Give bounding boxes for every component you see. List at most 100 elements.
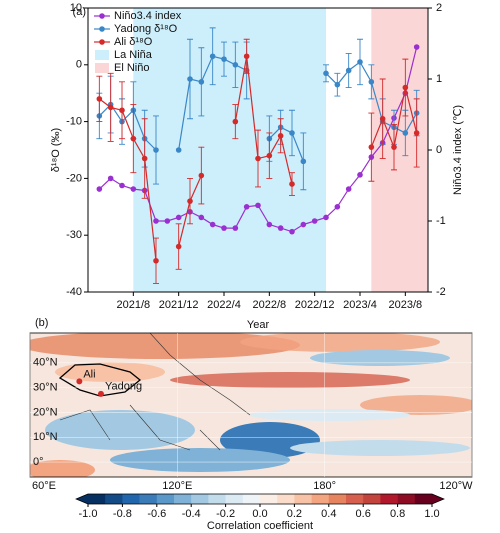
x-tick-label: 120°W: [439, 480, 473, 492]
colorbar-cell: [156, 494, 175, 504]
data-point: [187, 198, 193, 204]
series-line: [268, 126, 304, 162]
data-point: [153, 257, 159, 264]
data-point: [255, 202, 261, 209]
legend-marker: [99, 39, 105, 45]
colorbar-tick-label: -0.4: [182, 508, 201, 520]
data-point: [96, 96, 103, 102]
data-point: [141, 155, 148, 162]
data-point: [175, 243, 182, 250]
data-point: [198, 172, 205, 179]
data-point: [357, 172, 363, 178]
colorbar-cell: [88, 494, 106, 504]
legend-label: Ali δ¹⁸O: [114, 36, 153, 48]
colorbar-cell: [139, 494, 158, 504]
colorbar-cell: [294, 494, 312, 504]
data-point: [323, 70, 329, 77]
data-point: [175, 214, 182, 221]
colorbar-end: [76, 494, 88, 504]
legend-label: Yadong δ¹⁸O: [114, 23, 178, 35]
data-point: [357, 59, 363, 65]
y-tick-label: 20°N: [33, 406, 58, 418]
data-point: [209, 221, 216, 228]
data-point: [187, 76, 193, 82]
station-point: [76, 378, 83, 385]
data-point: [243, 53, 250, 60]
data-point: [345, 186, 352, 192]
data-point: [413, 130, 420, 136]
x-tick-label: 2022/12: [295, 299, 335, 311]
y2-tick-label: 2: [436, 2, 442, 14]
x-tick-label: 2022/4: [207, 299, 241, 311]
station-point: [97, 390, 104, 397]
colorbar-cell: [346, 494, 364, 504]
legend-swatch: [95, 50, 109, 60]
y-tick-label: -40: [66, 286, 82, 298]
data-point: [107, 175, 114, 182]
data-point: [300, 221, 307, 228]
data-point: [232, 118, 239, 125]
colorbar-tick-label: -0.6: [147, 508, 166, 520]
data-point: [153, 218, 159, 224]
data-point: [232, 62, 239, 68]
colorbar-cell: [105, 494, 123, 504]
colorbar-label: Correlation coefficient: [207, 520, 313, 532]
data-point: [368, 144, 375, 150]
data-point: [277, 225, 284, 231]
y2-tick-label: 1: [436, 73, 442, 85]
data-point: [221, 56, 227, 62]
colorbar-tick-label: 1.0: [424, 508, 439, 520]
colorbar-tick-label: 0.6: [356, 508, 371, 520]
period-shade: [371, 8, 428, 292]
legend-label: Niño3.4 index: [114, 10, 182, 22]
period-shade: [133, 8, 326, 292]
data-point: [289, 228, 295, 235]
data-point: [300, 158, 307, 165]
data-point: [175, 147, 182, 153]
x-tick-label: 2022/8: [253, 299, 287, 311]
data-point: [153, 147, 159, 153]
data-point: [345, 67, 352, 74]
colorbar-cell: [277, 494, 295, 504]
y-tick-label: -30: [66, 229, 82, 241]
y-tick-label: -20: [66, 172, 82, 184]
data-point: [334, 81, 341, 88]
y2-axis-label: Niño3.4 index (℃): [452, 105, 464, 195]
y-tick-label: 0°: [33, 456, 44, 468]
colorbar-tick-label: -0.2: [216, 508, 235, 520]
data-point: [266, 152, 273, 159]
colorbar-cell: [414, 494, 433, 504]
colorbar-cell: [397, 494, 416, 504]
y2-tick-label: 0: [436, 144, 442, 156]
colorbar-cell: [242, 494, 261, 504]
data-point: [96, 186, 103, 192]
data-point: [266, 221, 273, 228]
colorbar-cell: [363, 494, 381, 504]
correlation-field: [30, 333, 472, 477]
legend-label: La Niña: [114, 49, 153, 61]
data-point: [198, 214, 205, 221]
colorbar-tick-label: -0.8: [113, 508, 132, 520]
data-point: [402, 130, 409, 136]
data-point: [334, 204, 341, 210]
data-point: [243, 204, 250, 210]
series-line: [234, 56, 293, 185]
y2-tick-label: -2: [436, 286, 446, 298]
panel-label: (a): [73, 6, 86, 18]
data-point: [289, 181, 295, 187]
data-point: [221, 225, 227, 231]
colorbar-tick-label: 0.0: [252, 508, 267, 520]
data-point: [323, 214, 329, 221]
colorbar-end: [432, 494, 444, 504]
colorbar-tick-label: 0.4: [321, 508, 336, 520]
y-tick-label: 10: [70, 2, 82, 14]
panel-label: (b): [35, 317, 48, 329]
y-tick-label: 40°N: [33, 357, 58, 369]
colorbar-cell: [208, 494, 226, 504]
y-tick-label: 30°N: [33, 382, 58, 394]
data-point: [391, 144, 397, 150]
data-point: [413, 44, 420, 50]
legend-swatch: [95, 63, 109, 73]
colorbar-tick-label: 0.8: [390, 508, 405, 520]
